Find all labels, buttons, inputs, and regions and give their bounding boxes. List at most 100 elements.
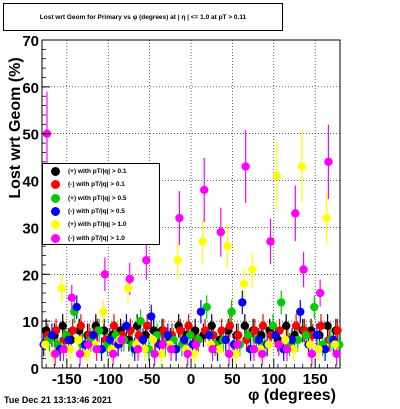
data-point	[142, 321, 152, 331]
legend-label: (+) with pT/|q| > 0.5	[68, 194, 127, 202]
legend-label: (-) with pT/|q| > 0.1	[68, 181, 125, 189]
y-tick-label: 20	[22, 267, 39, 284]
data-point	[324, 157, 333, 167]
data-point	[254, 335, 264, 345]
data-point	[158, 340, 168, 349]
data-point	[243, 331, 253, 340]
legend-label: (-) with pT/|q| > 0.5	[68, 208, 125, 216]
data-point	[332, 349, 341, 359]
data-point	[315, 288, 325, 298]
data-point	[148, 335, 158, 345]
y-tick-label: 50	[22, 127, 39, 144]
data-point	[257, 349, 267, 359]
legend-entry: (-) with pT/|q| > 1.0	[45, 231, 157, 244]
data-point	[136, 316, 145, 326]
data-point	[224, 349, 234, 359]
data-point	[94, 326, 104, 335]
data-point	[271, 331, 280, 340]
data-point	[223, 241, 232, 251]
data-point	[163, 331, 173, 340]
y-tick-label: 30	[22, 220, 39, 237]
data-point	[147, 312, 156, 321]
data-points	[39, 129, 344, 359]
data-point	[314, 345, 323, 354]
data-point	[221, 335, 230, 345]
data-point	[109, 321, 119, 331]
data-point	[58, 321, 67, 331]
data-point	[105, 335, 115, 345]
legend-entry: (-) with pT/|q| > 0.1	[45, 178, 157, 191]
data-point	[214, 345, 224, 354]
data-point	[231, 349, 240, 359]
legend-label: (-) with pT/|q| > 1.0	[68, 234, 125, 242]
data-point	[233, 340, 242, 349]
data-point	[323, 321, 332, 331]
y-tick-label: 0	[31, 361, 39, 378]
data-point	[320, 345, 330, 354]
x-tick-label: -50	[139, 371, 161, 388]
x-tick-label: -150	[52, 371, 82, 388]
data-point	[299, 265, 308, 274]
data-point	[248, 265, 257, 274]
data-point	[281, 335, 290, 345]
data-point	[185, 331, 195, 340]
x-tick-label: -100	[93, 371, 123, 388]
data-point	[227, 307, 236, 316]
data-point	[264, 340, 274, 349]
y-tick-label: 60	[22, 80, 39, 97]
data-point	[89, 331, 98, 340]
data-point	[142, 256, 151, 265]
y-axis-ticks: 0 10 20 30 40 50 60 70	[22, 33, 50, 378]
data-point	[157, 349, 166, 359]
data-point	[281, 321, 291, 331]
data-point	[216, 227, 225, 237]
data-point	[150, 349, 159, 359]
data-point	[287, 335, 297, 345]
data-point	[76, 321, 86, 331]
data-point	[301, 331, 311, 340]
data-point	[307, 349, 317, 359]
x-tick-label: 150	[303, 371, 328, 388]
data-point	[207, 321, 216, 331]
data-point	[241, 162, 250, 171]
data-point	[138, 335, 148, 345]
data-point	[239, 279, 249, 288]
data-point	[133, 345, 143, 354]
legend-marker-icon	[51, 193, 60, 203]
data-point	[67, 293, 77, 302]
data-point	[312, 331, 322, 340]
data-point	[322, 213, 331, 223]
legend-entry: (+) with pT/|q| > 0.1	[45, 165, 157, 178]
x-axis-ticks: -150 -100 -50 0 50 100 150	[45, 359, 337, 388]
y-tick-label: 40	[22, 174, 39, 191]
x-tick-label: 50	[224, 371, 241, 388]
data-point	[123, 284, 133, 293]
y-tick-label: 70	[22, 33, 39, 50]
data-point	[184, 321, 193, 331]
data-point	[82, 349, 91, 359]
x-tick-label: 0	[187, 371, 195, 388]
data-point	[108, 349, 118, 359]
data-point	[268, 321, 278, 331]
data-point	[333, 326, 342, 335]
data-point	[47, 331, 57, 340]
data-point	[296, 307, 305, 316]
data-point	[202, 302, 211, 312]
data-point	[274, 340, 283, 349]
data-point	[64, 335, 73, 345]
data-point	[190, 349, 199, 359]
data-point	[183, 349, 192, 359]
y-tick-label: 10	[22, 314, 39, 331]
chart-title: Lost wrt Geom for Primary vs φ (degrees)…	[39, 13, 247, 21]
legend-marker-icon	[51, 207, 60, 217]
data-point	[173, 256, 182, 265]
data-point	[65, 345, 75, 354]
data-point	[272, 171, 282, 181]
data-point	[198, 237, 207, 246]
legend-marker-icon	[51, 220, 60, 230]
data-point	[249, 345, 259, 354]
data-point	[293, 335, 302, 345]
y-axis-label: Lost wrt Geom (%)	[7, 57, 24, 198]
data-point	[291, 321, 301, 331]
